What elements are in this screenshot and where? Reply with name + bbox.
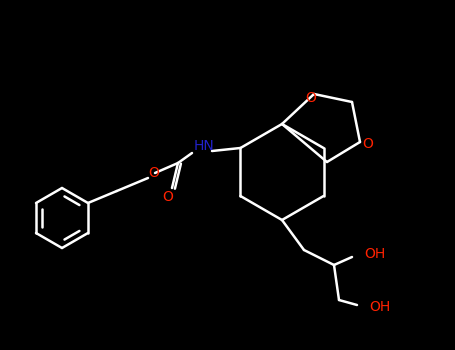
Text: O: O (149, 166, 159, 180)
Text: O: O (306, 91, 316, 105)
Text: O: O (162, 190, 173, 204)
Text: HN: HN (194, 139, 214, 153)
Text: OH: OH (369, 300, 390, 314)
Text: O: O (363, 137, 374, 151)
Text: OH: OH (364, 247, 385, 261)
